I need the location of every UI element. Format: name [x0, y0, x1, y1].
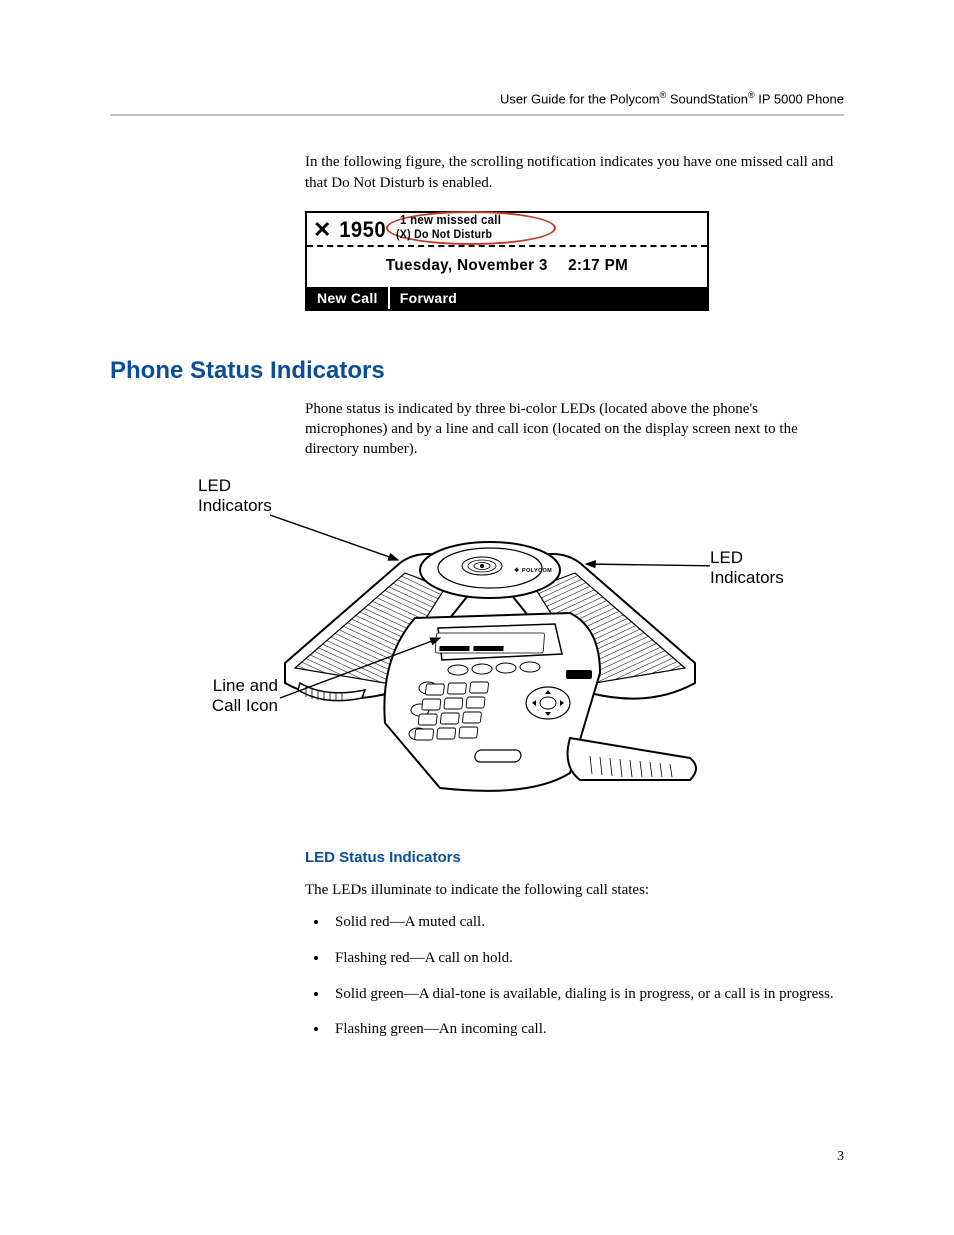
section-body: Phone status is indicated by three bi-co… — [305, 399, 844, 460]
list-item: Flashing red—A call on hold. — [329, 948, 844, 970]
lcd-scroll-line1: 1 new missed call — [400, 212, 501, 227]
running-head-mid: SoundStation — [666, 91, 748, 106]
led-bullet-list: Solid red—A muted call. Flashing red—A c… — [305, 912, 844, 1041]
phone-svg: ❖ POLYCOM — [270, 498, 710, 798]
brand-label: ❖ — [514, 567, 520, 574]
callout-led-top-left-text: LED Indicators — [198, 476, 272, 515]
phone-speaker-dome: ❖ POLYCOM — [420, 542, 560, 598]
phone-console — [384, 613, 600, 791]
page-number: 3 — [837, 1149, 844, 1165]
callout-line-icon: Line and Call Icon — [198, 676, 278, 717]
page: User Guide for the Polycom ® SoundStation… — [0, 0, 954, 1235]
lcd-scroll-line2: (X) Do Not Disturb — [396, 227, 492, 241]
section-body-block: Phone status is indicated by three bi-co… — [305, 399, 844, 460]
lcd-scroll-area: 1 new missed call (X) Do Not Disturb — [392, 215, 703, 245]
brand-text: POLYCOM — [522, 568, 552, 574]
list-item: Flashing green—An incoming call. — [329, 1019, 844, 1041]
lcd-figure: ✕ 1950 1 new missed call (X) Do Not Dist… — [305, 211, 709, 311]
callout-led-right: LED Indicators — [710, 548, 800, 589]
section-heading-phone-status: Phone Status Indicators — [110, 357, 844, 385]
lcd-top-row: ✕ 1950 1 new missed call (X) Do Not Dist… — [307, 213, 707, 247]
list-item: Solid red—A muted call. — [329, 912, 844, 934]
lcd-softkey-bar: New Call Forward — [307, 287, 707, 309]
led-intro: The LEDs illuminate to indicate the foll… — [305, 880, 844, 900]
reg-mark-2: ® — [748, 90, 755, 100]
callout-led-top-left: LED Indicators — [198, 476, 278, 517]
softkey-new-call: New Call — [307, 287, 390, 309]
list-item: Solid green—A dial-tone is available, di… — [329, 984, 844, 1006]
intro-paragraph: In the following figure, the scrolling n… — [305, 152, 844, 193]
header-rule — [110, 114, 844, 116]
softkey-forward: Forward — [390, 287, 467, 309]
phone-front-arm — [568, 738, 696, 780]
callout-led-right-text: LED Indicators — [710, 548, 784, 587]
led-section-block: LED Status Indicators The LEDs illuminat… — [305, 848, 844, 1042]
intro-block: In the following figure, the scrolling n… — [305, 152, 844, 193]
callout-line-icon-text: Line and Call Icon — [212, 676, 278, 715]
subheading-led-status: LED Status Indicators — [305, 848, 844, 868]
lcd-datetime: Tuesday, November 3 2:17 PM — [317, 247, 697, 287]
device-figure: LED Indicators LED Indicators Line and C… — [110, 478, 844, 818]
running-head: User Guide for the Polycom ® SoundStation… — [110, 90, 844, 106]
dnd-x-icon: ✕ — [311, 219, 337, 241]
lcd-extension: 1950 — [340, 217, 391, 243]
running-head-suffix: IP 5000 Phone — [755, 91, 844, 106]
running-head-prefix: User Guide for the Polycom — [500, 91, 660, 106]
